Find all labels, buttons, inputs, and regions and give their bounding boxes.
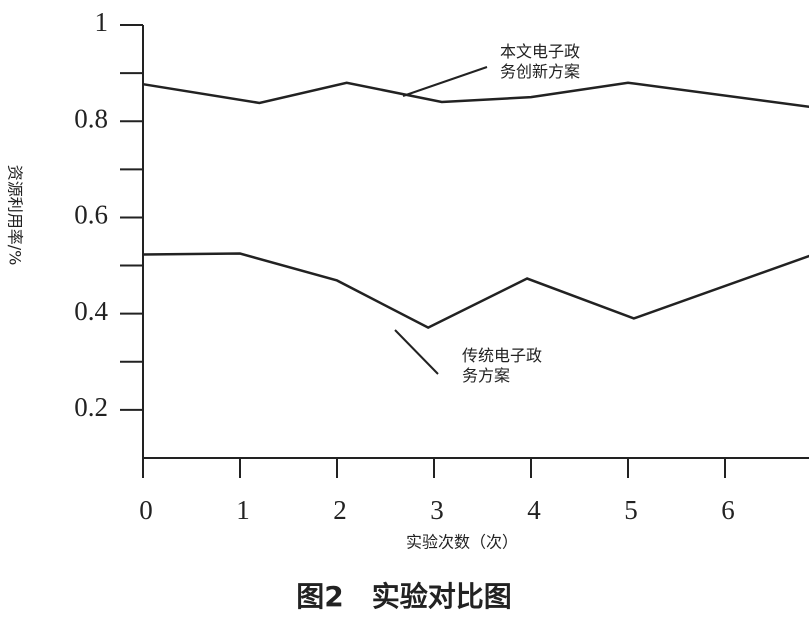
annotation-leader: [402, 66, 488, 97]
x-tick-label: 4: [527, 495, 541, 525]
y-tick-label: 0.2: [74, 392, 108, 422]
y-tick-label: 1: [95, 7, 109, 37]
x-tick-label: 5: [624, 495, 638, 525]
y-tick-label: 0.8: [74, 103, 108, 133]
x-tick-label: 0: [139, 495, 153, 525]
series-line: [142, 252, 809, 330]
caption: 图2 实验对比图: [296, 580, 511, 613]
series-annotation: 传统电子政务方案: [462, 346, 543, 385]
x-axis-label: 实验次数（次）: [406, 533, 518, 552]
y-axis-label: 资源利用率/%: [6, 165, 25, 266]
x-tick-label: 3: [430, 495, 444, 525]
x-tick-label: 6: [721, 495, 735, 525]
series-annotation: 本文电子政务创新方案: [500, 42, 581, 81]
x-tick-label: 1: [236, 495, 250, 525]
y-tick-label: 0.4: [74, 296, 108, 326]
annotation-leader: [394, 329, 439, 375]
series-line: [142, 81, 809, 108]
y-tick-label: 0.6: [74, 200, 108, 230]
x-tick-label: 2: [333, 495, 347, 525]
